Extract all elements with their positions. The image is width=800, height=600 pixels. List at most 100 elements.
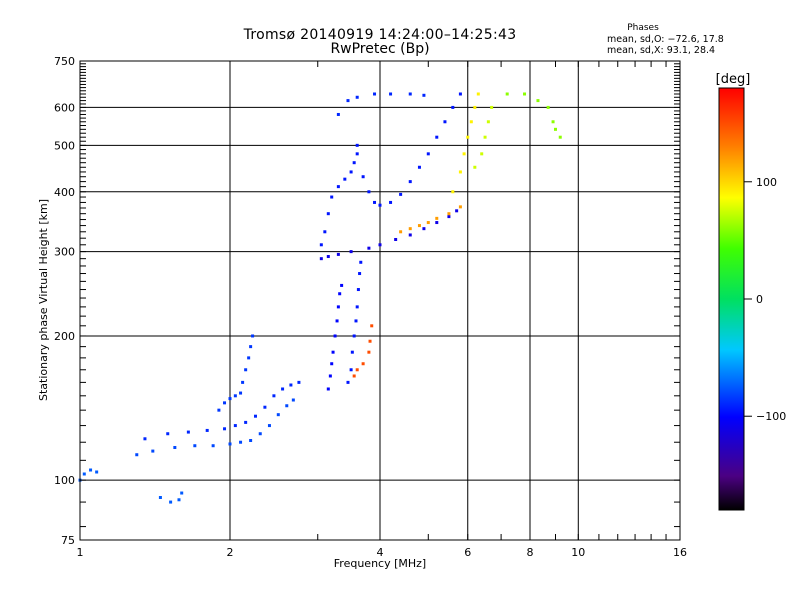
data-point (251, 334, 255, 338)
data-point (336, 185, 340, 189)
data-point (333, 334, 337, 338)
data-point (367, 190, 371, 194)
data-point (336, 112, 340, 116)
data-point (389, 200, 393, 204)
data-point (483, 135, 487, 139)
x-tick-label: 1 (77, 546, 84, 559)
data-point (258, 432, 262, 436)
data-point (239, 391, 243, 395)
data-point (223, 427, 227, 431)
data-point (551, 120, 555, 124)
data-point (373, 92, 377, 96)
y-tick-label: 600 (54, 101, 75, 114)
data-point (346, 380, 350, 384)
x-tick-label: 8 (527, 546, 534, 559)
data-point (297, 380, 301, 384)
data-point (143, 437, 147, 441)
x-tick-label: 10 (571, 546, 585, 559)
data-point (443, 120, 447, 124)
data-point (217, 408, 221, 412)
data-point (352, 374, 356, 378)
data-point (355, 368, 359, 372)
phases-title: Phases (627, 23, 659, 33)
data-point (323, 230, 327, 234)
axis-tick-labels: 1 2 4 6 8 10 16 75 100 200 300 400 500 600 750 (54, 55, 687, 559)
data-point (408, 92, 412, 96)
data-point (330, 195, 334, 199)
y-tick-label: 75 (61, 534, 75, 547)
data-point (408, 180, 412, 184)
data-point (354, 319, 358, 323)
colorbar (718, 87, 745, 511)
data-point (151, 449, 155, 453)
y-axis-label: Stationary phase Virtual Height [km] (37, 199, 50, 401)
data-point (267, 424, 271, 428)
data-point (330, 362, 334, 366)
data-point (536, 99, 540, 103)
data-point (335, 319, 339, 323)
data-point (462, 152, 466, 156)
axis-ticks (79, 60, 681, 540)
data-point (447, 215, 451, 219)
x-tick-label: 6 (464, 546, 471, 559)
data-point (340, 283, 344, 287)
data-point (367, 246, 371, 250)
data-point (435, 135, 439, 139)
data-point (378, 203, 382, 207)
data-point (458, 205, 462, 209)
data-point (370, 324, 374, 328)
data-point (389, 92, 393, 96)
x-tick-label: 16 (673, 546, 687, 559)
data-point (458, 170, 462, 174)
data-point (166, 432, 170, 436)
data-point (417, 165, 421, 169)
data-point (319, 257, 323, 261)
data-point (546, 105, 550, 109)
x-axis-label: Frequency [MHz] (334, 557, 426, 570)
data-point (247, 356, 251, 360)
data-point (350, 350, 354, 354)
data-point (233, 424, 237, 428)
data-point (349, 170, 353, 174)
data-point (355, 152, 359, 156)
data-point (352, 334, 356, 338)
data-point (399, 192, 403, 196)
data-point (338, 292, 342, 296)
data-point (426, 221, 430, 225)
chart-subtitle: RwPretec (Bp) (330, 41, 430, 57)
data-point (228, 442, 232, 446)
data-point (249, 345, 253, 349)
phases-x-stats: mean, sd,X: 93.1, 28.4 (607, 45, 716, 56)
data-point (451, 190, 455, 194)
data-point (272, 394, 276, 398)
data-point (399, 230, 403, 234)
y-tick-label: 750 (54, 55, 75, 68)
data-point (367, 350, 371, 354)
data-point (426, 152, 430, 156)
y-tick-label: 400 (54, 186, 75, 199)
data-point (358, 272, 362, 276)
data-point (244, 420, 248, 424)
data-point (241, 380, 245, 384)
data-point (249, 439, 253, 443)
data-point (378, 243, 382, 247)
data-point (558, 135, 562, 139)
data-point (193, 444, 197, 448)
data-point (408, 227, 412, 231)
data-point (422, 227, 426, 231)
data-point (361, 175, 365, 179)
colorbar-tick-label: 100 (756, 176, 777, 189)
data-point (211, 444, 215, 448)
data-point (326, 387, 330, 391)
data-point (422, 93, 426, 97)
data-point (356, 288, 360, 292)
data-point (289, 383, 293, 387)
data-point (408, 233, 412, 237)
x-tick-label: 2 (227, 546, 234, 559)
data-point (319, 243, 323, 247)
data-point (89, 468, 93, 472)
data-point (281, 387, 285, 391)
colorbar-ticks: 100 0 −100 (744, 176, 786, 423)
y-tick-label: 500 (54, 139, 75, 152)
data-point (355, 305, 359, 309)
